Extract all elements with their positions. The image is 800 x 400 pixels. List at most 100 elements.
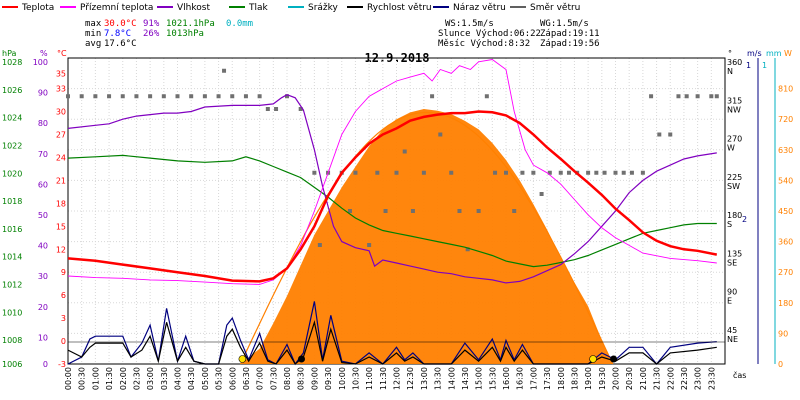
axis-degc-tick: 35 — [56, 69, 66, 78]
x-tick: 10:30 — [351, 367, 360, 390]
legend-label: Teplota — [21, 3, 54, 13]
sunset-icon — [589, 355, 597, 363]
sunrise-icon — [238, 355, 247, 363]
axis-dir-name: W — [727, 144, 735, 153]
axis-degc-tick: 3 — [61, 314, 66, 323]
axis-degc-tick: 21 — [56, 176, 66, 185]
x-tick: 01:00 — [91, 367, 100, 390]
wind-dir-mark — [586, 170, 591, 175]
stat-min-hum: 26% — [143, 29, 160, 39]
x-tick: 21:00 — [639, 367, 648, 390]
wind-dir-mark — [265, 107, 270, 111]
wind-dir-mark — [493, 170, 498, 175]
x-tick: 23:00 — [694, 367, 703, 390]
x-tick: 10:00 — [338, 367, 347, 390]
axis-dir-tick: 90 — [727, 288, 737, 297]
axis-degc-tick: 24 — [56, 153, 66, 162]
wind-dir-mark — [383, 209, 388, 213]
wind-dir-mark — [161, 94, 166, 99]
x-tick: 13:00 — [420, 367, 429, 390]
wind-dir-mark — [457, 209, 462, 213]
wind-dir-mark — [504, 170, 508, 175]
x-tick: 22:00 — [666, 367, 675, 390]
axis-dir-name: N — [727, 67, 733, 76]
wind-dir-mark — [230, 94, 235, 99]
legend-label: Vlhkost — [177, 3, 210, 13]
axis-pct-tick: 50 — [38, 211, 48, 220]
axis-degc-tick: 27 — [56, 131, 66, 140]
series-tlak — [67, 154, 717, 268]
wind-dir-mark — [520, 170, 525, 175]
axis-wm2-tick: 630 — [778, 146, 793, 155]
axis-pct-tick: 40 — [38, 242, 48, 251]
wind-dir-mark — [93, 94, 98, 99]
wind-dir-mark — [484, 94, 489, 99]
moonset-icon — [610, 355, 618, 363]
wind-dir-mark — [629, 170, 634, 175]
wind-dir-mark — [539, 192, 544, 196]
axis-ms-label: m/s — [747, 49, 762, 58]
axis-wm2-tick: 540 — [778, 176, 793, 185]
wind-dir-mark — [410, 209, 415, 213]
stat-label: max — [85, 19, 102, 29]
wind-dir-mark — [668, 132, 673, 137]
axis-wm2-tick: 360 — [778, 238, 793, 247]
axis-pct-tick: 70 — [38, 150, 48, 159]
info-ws: WS:1.5m/s — [445, 19, 494, 29]
x-tick: 04:30 — [187, 367, 196, 390]
wind-dir-mark — [695, 94, 700, 99]
x-tick: 08:00 — [283, 367, 292, 390]
stat-max-hum: 91% — [143, 19, 160, 29]
x-tick: 21:30 — [653, 367, 662, 390]
x-tick: 01:30 — [105, 367, 114, 390]
wind-dir-mark — [531, 170, 536, 175]
series-solar-area — [240, 109, 613, 364]
axis-degc-tick: 30 — [56, 108, 66, 117]
legend-label: Směr větru — [530, 3, 580, 13]
axis-dir-tick: 270 — [727, 135, 742, 144]
axis-pct-tick: 20 — [38, 303, 48, 312]
x-tick: 22:30 — [680, 367, 689, 390]
axis-dir-tick: 360 — [727, 58, 742, 67]
wind-dir-mark — [257, 94, 262, 99]
axis-hpa-tick: 1020 — [2, 169, 22, 178]
axis-hpa-tick: 1026 — [2, 86, 22, 95]
wind-dir-mark — [66, 94, 70, 99]
axis-wm2-tick: 180 — [778, 299, 793, 308]
legend-label: Přízemní teplota — [80, 3, 153, 13]
wind-dir-mark — [476, 209, 481, 213]
axis-dir-tick: 315 — [727, 96, 742, 105]
axis-dir-tick: 45 — [727, 326, 737, 335]
wind-dir-mark — [202, 94, 207, 99]
wind-dir-mark — [558, 170, 563, 175]
axis-dir-tick: 135 — [727, 249, 742, 258]
wind-dir-mark — [684, 94, 689, 99]
series-teplota — [67, 110, 718, 283]
wind-dir-mark — [175, 94, 180, 99]
axis-wm2-tick: 810 — [778, 85, 793, 94]
wind-dir-mark — [649, 94, 654, 99]
axis-hpa-tick: 1014 — [2, 253, 22, 262]
x-tick: 07:30 — [269, 367, 278, 390]
x-tick: 15:30 — [488, 367, 497, 390]
axis-hpa-tick: 1006 — [2, 360, 22, 369]
wind-dir-mark — [347, 209, 352, 213]
axis-hpa-tick: 1024 — [2, 114, 22, 123]
info-moon: Měsíc Východ:8:32 — [438, 39, 530, 49]
wind-dir-mark — [402, 149, 407, 154]
wind-dir-mark — [367, 243, 372, 247]
x-tick: 17:30 — [543, 367, 552, 390]
axis-hpa-tick: 1008 — [2, 336, 22, 345]
x-tick: 04:00 — [174, 367, 183, 390]
x-tick: 05:30 — [215, 367, 224, 390]
x-tick: 19:00 — [584, 367, 593, 390]
x-tick: 09:00 — [310, 367, 319, 390]
axis-degc-tick: 6 — [61, 291, 66, 300]
wind-dir-mark — [421, 170, 426, 175]
series-rychlost-v-tru — [67, 319, 717, 365]
axis-dir-name: NW — [727, 105, 741, 114]
x-tick: 12:00 — [393, 367, 402, 390]
stat-min-temp: 7.8°C — [104, 29, 131, 39]
x-tick: 00:30 — [78, 367, 87, 390]
legend-label: Rychlost větru — [367, 3, 432, 13]
